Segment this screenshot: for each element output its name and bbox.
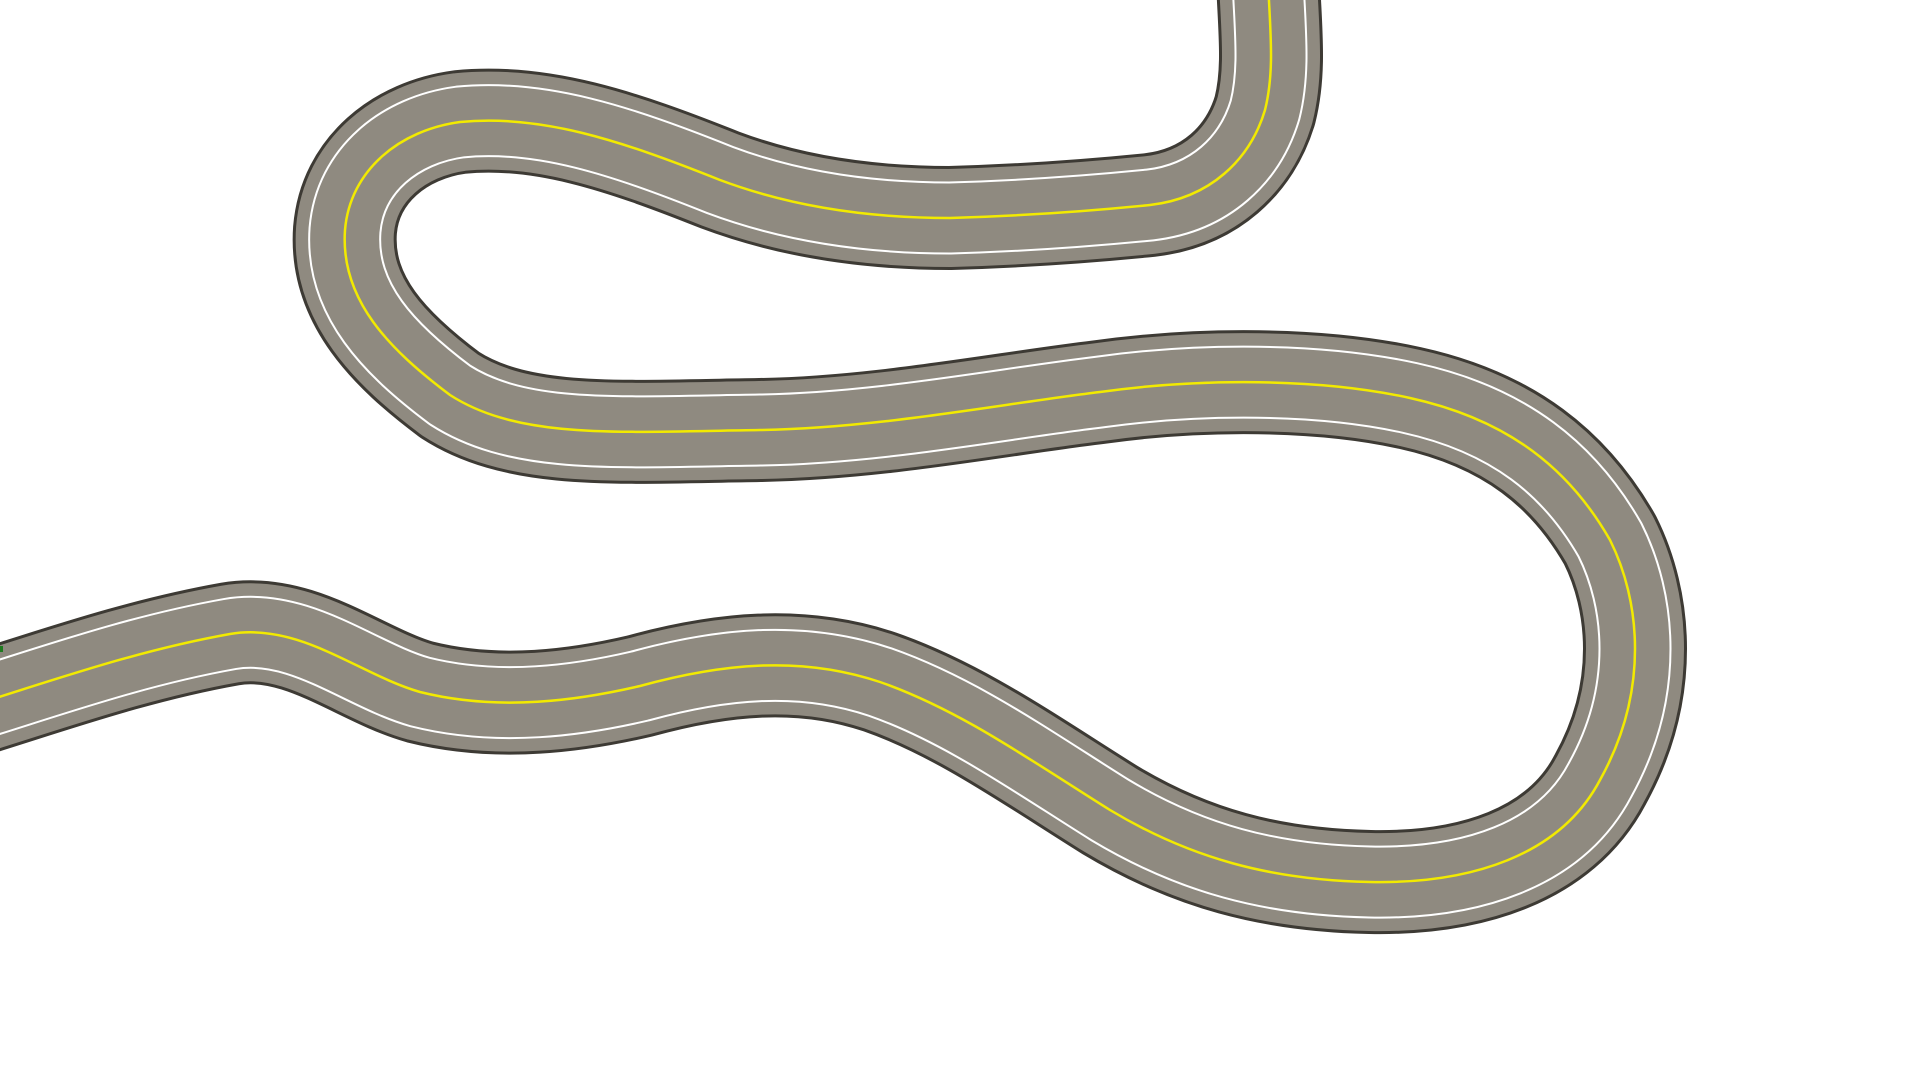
green-edge-marker [0, 646, 3, 652]
